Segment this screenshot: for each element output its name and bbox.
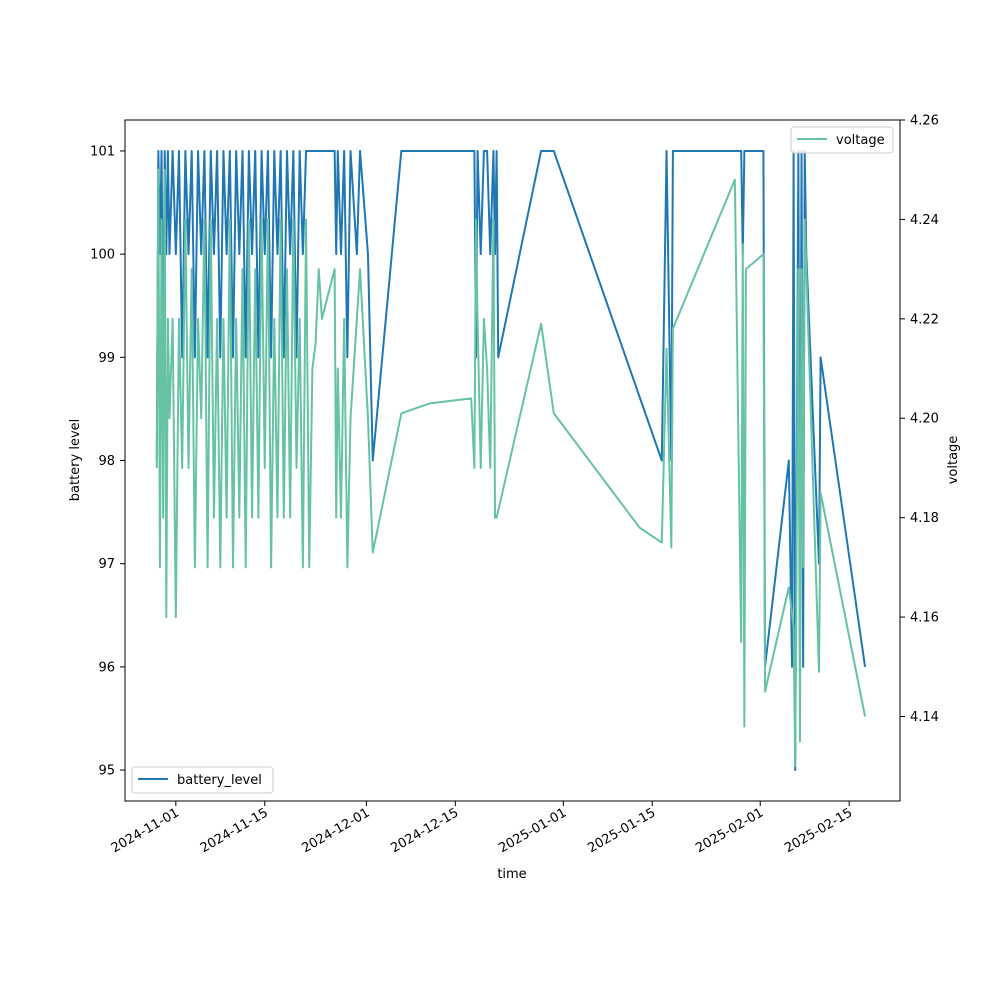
legend-voltage-label: voltage (836, 133, 885, 148)
legend-battery-level-box (131, 766, 274, 794)
y-right-tick-label: 4.22 (910, 312, 939, 327)
y-right-tick-label: 4.14 (910, 710, 939, 725)
legend-battery-level: battery_level (131, 766, 274, 794)
x-tick-label: 2025-02-15 (782, 805, 855, 856)
x-axis: 2024-11-01 2024-11-15 2024-12-01 2024-12-15… (109, 801, 855, 856)
legend-voltage: voltage (790, 126, 894, 154)
y-axis-left-label: battery level (68, 419, 83, 502)
y-right-tick-label: 4.26 (910, 114, 939, 129)
legend-voltage-box (790, 126, 894, 154)
x-tick-label: 2024-11-01 (109, 805, 182, 856)
x-tick-label: 2025-02-01 (693, 805, 766, 856)
y-axis-right-label: voltage (946, 436, 961, 485)
y-left-tick-label: 101 (90, 144, 115, 159)
y-left-tick-label: 95 (98, 764, 115, 779)
y-left-tick-label: 98 (98, 454, 115, 469)
x-axis-label: time (497, 867, 526, 882)
y-right-tick-label: 4.20 (910, 412, 939, 427)
y-left-tick-label: 99 (98, 351, 115, 366)
y-left-tick-label: 97 (98, 557, 115, 572)
x-tick-label: 2024-11-15 (198, 805, 271, 856)
y-axis-left: 95 96 97 98 99 100 101 (90, 144, 125, 779)
x-tick-label: 2025-01-01 (496, 805, 569, 856)
y-left-tick-label: 100 (90, 248, 115, 263)
x-tick-label: 2024-12-01 (299, 805, 372, 856)
series-line-battery-level (155, 149, 867, 772)
y-axis-right: 4.14 4.16 4.18 4.20 4.22 4.24 4.26 (900, 114, 939, 725)
y-right-tick-label: 4.16 (910, 611, 939, 626)
y-right-tick-label: 4.18 (910, 511, 939, 526)
y-left-tick-label: 96 (98, 660, 115, 675)
series-layer (155, 149, 867, 772)
series-line-voltage (155, 168, 867, 768)
y-right-tick-label: 4.24 (910, 213, 939, 228)
legend-battery-level-label: battery_level (177, 773, 262, 788)
x-tick-label: 2024-12-15 (388, 805, 461, 856)
x-tick-label: 2025-01-15 (585, 805, 658, 856)
